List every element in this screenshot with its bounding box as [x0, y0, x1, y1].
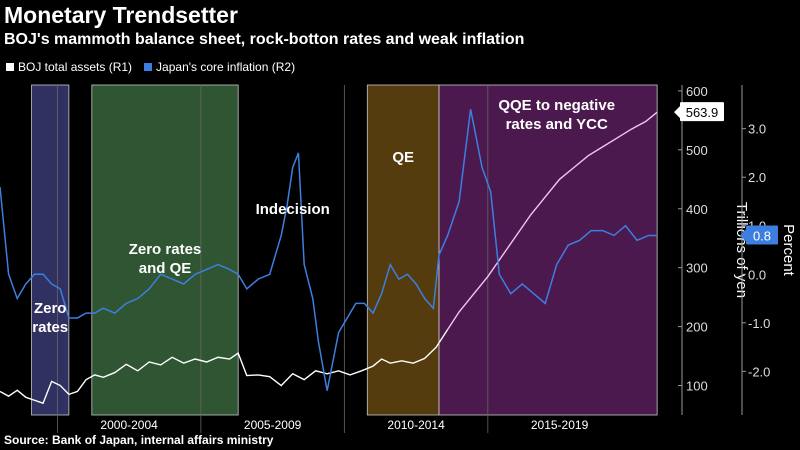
- chart-subtitle: BOJ's mammoth balance sheet, rock-botton…: [4, 31, 525, 48]
- right-axis-tick-label-3: 0.0: [748, 267, 766, 282]
- end-badge-inflation-label: 0.8: [753, 228, 771, 243]
- series-line-inflation: [0, 109, 658, 391]
- legend: BOJ total assets (R1) Japan's core infla…: [6, 60, 307, 74]
- regime-band-1: [91, 84, 239, 416]
- series-line-assets: [0, 329, 449, 405]
- right-axis-tick-label-1: 2.0: [748, 170, 766, 185]
- x-tick-label-3: 2015-2019: [531, 418, 589, 432]
- end-badge-assets-bg: [680, 102, 724, 122]
- right-axis-title: Percent: [780, 224, 797, 277]
- series-line-assets-qqe: [447, 111, 658, 330]
- legend-swatch-inflation: [144, 63, 153, 71]
- chart-title: Monetary Trendsetter: [4, 2, 238, 28]
- left-axis-tick-label-1: 200: [686, 320, 708, 335]
- right-axis-tick-label-0: 3.0: [748, 122, 766, 137]
- left-axis-tick-label-5: 600: [686, 84, 708, 99]
- x-tick-label-0: 2000-2004: [100, 418, 158, 432]
- legend-item-inflation: Japan's core inflation (R2): [144, 60, 295, 74]
- regime-band-2: [366, 84, 440, 416]
- regime-label-1: Zero rates and QE: [129, 241, 202, 277]
- x-tick-label-1: 2005-2009: [244, 418, 302, 432]
- legend-item-assets: BOJ total assets (R1): [6, 60, 132, 74]
- right-axis-tick-label-5: -2.0: [748, 364, 770, 379]
- right-axis-tick-label-4: -1.0: [748, 316, 770, 331]
- regime-label-2: QE: [392, 149, 414, 166]
- legend-label-inflation: Japan's core inflation (R2): [156, 60, 296, 74]
- legend-label-assets: BOJ total assets (R1): [18, 60, 133, 74]
- annotation-0: Indecision: [256, 201, 330, 218]
- regime-label-3: QQE to negative rates and YCC: [498, 97, 615, 133]
- end-badge-assets-label: 563.9: [686, 105, 719, 120]
- end-badge-inflation-bg: [746, 225, 778, 245]
- end-badge-assets-arrow: [674, 106, 680, 119]
- end-badge-inflation-arrow: [740, 229, 746, 242]
- regime-label-0: Zero rates: [32, 300, 68, 336]
- left-axis-tick-label-4: 500: [686, 143, 708, 158]
- x-tick-label-2: 2010-2014: [387, 418, 445, 432]
- legend-swatch-assets: [6, 63, 14, 71]
- regime-band-0: [31, 84, 70, 416]
- regime-band-3: [438, 84, 658, 416]
- left-axis-tick-label-0: 100: [686, 379, 708, 394]
- source-note: Source: Bank of Japan, internal affairs …: [4, 433, 274, 447]
- left-axis-tick-label-3: 400: [686, 202, 708, 217]
- left-axis-tick-label-2: 300: [686, 261, 708, 276]
